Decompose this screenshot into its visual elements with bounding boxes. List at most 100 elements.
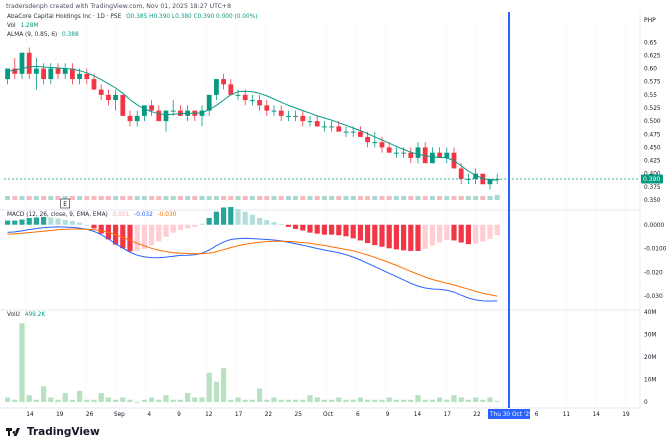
- volu-bar: [105, 397, 111, 402]
- macd-hist-bar: [379, 224, 385, 247]
- volume-bar: [379, 196, 385, 200]
- candle-body: [163, 110, 169, 122]
- volume-bar: [48, 196, 54, 200]
- volume-bar: [206, 196, 212, 200]
- volu-bar: [235, 397, 241, 402]
- candle: [257, 94, 262, 111]
- cursor-date-tag: Thu 30 Oct '25: [488, 409, 533, 419]
- macd-hist-bar: [393, 224, 399, 250]
- candle: [26, 47, 32, 80]
- macd-hist-bar: [329, 224, 335, 235]
- macd-hist-bar: [177, 224, 183, 230]
- macd-hist-bar: [163, 224, 169, 237]
- volu-bar: [228, 399, 234, 402]
- volu-bar: [163, 395, 169, 402]
- volu-bar: [336, 397, 342, 402]
- volu-tick-label: 10M: [644, 378, 656, 384]
- volume-bar: [19, 196, 25, 200]
- candle-body: [365, 136, 370, 143]
- candle-body: [415, 147, 421, 158]
- volu-bar: [141, 399, 147, 402]
- legend-volu-row[interactable]: VolU 499.2K: [7, 312, 45, 318]
- price-tick-label: 0.55: [644, 93, 657, 99]
- volu-tick-label: 0: [644, 400, 648, 406]
- candle-body: [221, 79, 226, 85]
- macd-histogram: [5, 206, 500, 252]
- tradingview-footer[interactable]: TradingView: [6, 426, 100, 438]
- volume-bar: [300, 196, 306, 200]
- volume-bar: [127, 196, 133, 200]
- volu-bar: [192, 397, 198, 402]
- legend-volume-row[interactable]: Vol 1.28M: [7, 23, 38, 29]
- candle-body: [293, 115, 298, 117]
- tradingview-logo-icon: [6, 428, 20, 436]
- candle-body: [34, 68, 39, 74]
- candle-body: [26, 52, 32, 74]
- candle: [365, 131, 370, 148]
- volu-bar: [300, 399, 306, 402]
- volume-bar: [163, 196, 169, 200]
- macd-hist-bar: [314, 224, 320, 234]
- volu-bar: [62, 393, 68, 402]
- volume-bar: [357, 196, 363, 200]
- macd-tick-label: -0.030: [644, 294, 663, 300]
- candle: [250, 94, 255, 106]
- price-tick-label: 0.65: [644, 40, 657, 46]
- volu-tick-label: 40M: [644, 310, 656, 316]
- candle: [170, 100, 176, 116]
- legend-macd-row[interactable]: MACD (12, 26, close, 9, EMA, EMA) 0.001 …: [7, 212, 176, 218]
- candle: [55, 63, 61, 80]
- candle: [62, 63, 68, 80]
- candle: [458, 163, 464, 185]
- macd-hist-bar: [357, 224, 363, 241]
- candle-body: [408, 152, 414, 158]
- candle: [228, 79, 234, 95]
- volu-bar: [264, 399, 270, 402]
- candle-body: [494, 178, 500, 180]
- volu-bar: [307, 395, 313, 402]
- volume-bar: [41, 196, 47, 200]
- volu-bar: [365, 399, 371, 402]
- volu-bar: [429, 399, 435, 402]
- legend-alma-row[interactable]: ALMA (9, 0.85, 6) 0.388: [7, 32, 79, 38]
- volu-bar: [494, 400, 500, 402]
- macd-hist-bar: [228, 206, 234, 225]
- macd-hist-bar: [41, 216, 47, 225]
- volume-bar: [192, 196, 198, 200]
- candle-body: [84, 73, 90, 80]
- macd-hist-bar: [242, 211, 248, 225]
- time-axis-ticks: 141926Sep4912172225Oct69141722276111419: [26, 412, 630, 418]
- volu-bar: [33, 399, 39, 402]
- volu-bar: [55, 399, 61, 402]
- candle: [286, 110, 291, 122]
- volu-bar: [314, 397, 320, 402]
- volume-bar: [149, 196, 155, 200]
- candle-body: [329, 126, 334, 128]
- volu-bar: [249, 399, 255, 402]
- volume-bar: [422, 196, 428, 200]
- volume-bar: [26, 196, 32, 200]
- macd-axis-ticks: 0.0000 -0.0100 -0.020 -0.030: [644, 223, 667, 300]
- candle-body: [235, 94, 241, 96]
- macd-hist-bar: [156, 224, 162, 242]
- volume-bar: [134, 196, 140, 200]
- candle: [70, 63, 75, 85]
- candle-body: [242, 94, 248, 101]
- volu-bar: [221, 368, 227, 402]
- volume-bar: [249, 196, 255, 200]
- volu-bar: [48, 397, 54, 402]
- volu-bar: [422, 399, 428, 402]
- time-tick-label: 22: [265, 412, 273, 418]
- macd-hist-bar: [494, 224, 500, 236]
- volume-bar: [199, 196, 205, 200]
- volume-bar: [329, 196, 335, 200]
- macd-hist-bar: [170, 224, 176, 233]
- volume-bar: [437, 196, 443, 200]
- chart-canvas[interactable]: 0.65 0.625 0.60 0.575 0.55 0.525 0.500 0.475 0.4…: [0, 12, 672, 420]
- legend-symbol-row[interactable]: AbaCore Capital Holdings Inc · 1D · PSE …: [7, 14, 257, 20]
- candle-body: [300, 115, 306, 122]
- macd-hist-bar: [120, 224, 126, 249]
- price-tick-label: 0.575: [644, 80, 661, 86]
- volume-bar: [213, 196, 219, 200]
- macd-signal-value: -0.030: [157, 212, 177, 218]
